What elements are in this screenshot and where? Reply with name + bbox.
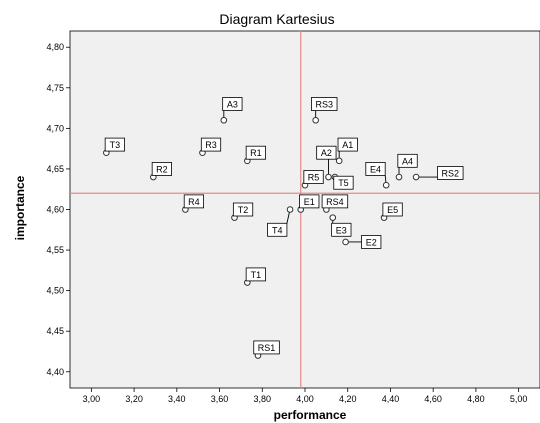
- point-label-box: [316, 145, 337, 160]
- point-label: T1: [251, 270, 262, 280]
- point-marker-rs3: [312, 116, 319, 124]
- y-tick-label: 4,75: [46, 83, 64, 93]
- point-marker-a4: [395, 173, 403, 181]
- point-label: RS2: [442, 168, 460, 178]
- point-marker-t4: [286, 206, 294, 213]
- y-tick-label: 4,80: [46, 42, 64, 52]
- point-label: R4: [188, 197, 200, 207]
- x-tick-label: 4,00: [296, 394, 314, 404]
- point-label: T3: [110, 140, 121, 150]
- y-tick-label: 4,55: [46, 245, 64, 255]
- x-tick-label: 4,80: [467, 394, 485, 404]
- x-tick-label: 3,20: [125, 394, 143, 404]
- point-label-box: [311, 97, 338, 111]
- chart-title: Diagram Kartesius: [219, 11, 334, 27]
- point-label: A2: [321, 148, 332, 158]
- y-tick-label: 4,70: [46, 123, 64, 133]
- point-label-box: [183, 194, 205, 209]
- point-label: E2: [366, 237, 377, 247]
- point-marker-rs2: [412, 173, 420, 181]
- point-label-box: [232, 202, 254, 217]
- point-label-box: [365, 162, 386, 176]
- point-label-box: [104, 137, 125, 152]
- point-label: R2: [156, 164, 168, 174]
- x-tick-label: 3,60: [211, 394, 229, 404]
- point-label: E1: [304, 197, 315, 207]
- y-tick-label: 4,50: [46, 286, 64, 296]
- point-label-box: [337, 137, 358, 152]
- point-label-box: [321, 194, 349, 209]
- plot-area: [69, 30, 540, 389]
- point-label-box: [331, 222, 352, 237]
- x-tick-label: 4,60: [424, 394, 442, 404]
- point-label: E3: [336, 225, 347, 235]
- point-marker-e4: [382, 181, 390, 189]
- point-label-box: [253, 340, 280, 355]
- point-label: RS1: [258, 343, 276, 353]
- x-tick-label: 5,00: [510, 394, 528, 404]
- point-marker-a1: [335, 157, 343, 165]
- point-label-box: [245, 145, 266, 160]
- point-label-box: [382, 202, 403, 217]
- point-label-box: [151, 162, 172, 176]
- point-label: A1: [342, 140, 353, 150]
- point-label-box: [222, 97, 243, 111]
- x-tick-label: 3,80: [254, 394, 272, 404]
- x-tick-label: 3,40: [168, 394, 186, 404]
- x-tick-label: 4,20: [339, 394, 357, 404]
- point-label: R3: [205, 140, 217, 150]
- point-label: T2: [238, 205, 249, 215]
- point-label: A3: [227, 100, 238, 110]
- point-label: RS4: [326, 197, 344, 207]
- x-tick-label: 4,40: [382, 394, 400, 404]
- y-axis: 4,40 4,45 4,50 4,55 4,60 4,65 4,70 4,75 4,80: [46, 42, 70, 377]
- y-tick-label: 4,65: [46, 164, 64, 174]
- point-label: E4: [370, 164, 381, 174]
- point-marker-a2: [325, 173, 332, 181]
- point-label-box: [437, 166, 464, 180]
- point-marker-e2: [342, 238, 349, 246]
- y-axis-title: importance: [13, 175, 27, 240]
- point-label: T5: [338, 178, 349, 188]
- y-tick-label: 4,60: [46, 205, 64, 215]
- point-marker-e3: [329, 214, 337, 221]
- point-label: A4: [402, 156, 413, 166]
- data-points: T3 R2 R3 A3 R1 R4 T2 T4 E1 R5 RS4 RS3 A1 A2 T5 E3 E2 E4 A4…: [103, 97, 464, 359]
- point-label-box: [361, 235, 382, 249]
- x-tick-label: 3,00: [83, 394, 101, 404]
- point-label-box: [303, 170, 324, 184]
- point-label-box: [200, 137, 222, 152]
- point-label-box: [299, 194, 320, 209]
- y-tick-label: 4,45: [46, 326, 64, 336]
- point-label: E5: [387, 205, 398, 215]
- point-label-box: [267, 222, 288, 237]
- point-label: RS3: [315, 100, 333, 110]
- point-marker-a3: [220, 116, 228, 124]
- y-tick-label: 4,40: [46, 367, 64, 377]
- point-label: R1: [250, 148, 262, 158]
- point-label-box: [397, 153, 418, 168]
- x-axis-title: performance: [274, 408, 347, 422]
- point-label: T4: [272, 225, 283, 235]
- point-label-box: [245, 267, 266, 282]
- point-label-box: [333, 175, 354, 190]
- point-label: R5: [308, 173, 320, 183]
- x-axis: 3,00 3,20 3,40 3,60 3,80 4,00 4,20 4,40 4,60 4,80…: [83, 388, 528, 404]
